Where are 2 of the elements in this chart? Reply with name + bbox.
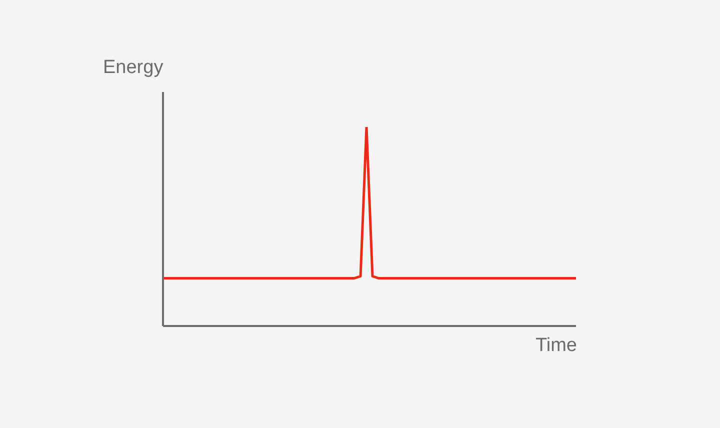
y-axis-title: Energy	[103, 57, 164, 79]
x-axis-title: Time	[535, 335, 577, 357]
